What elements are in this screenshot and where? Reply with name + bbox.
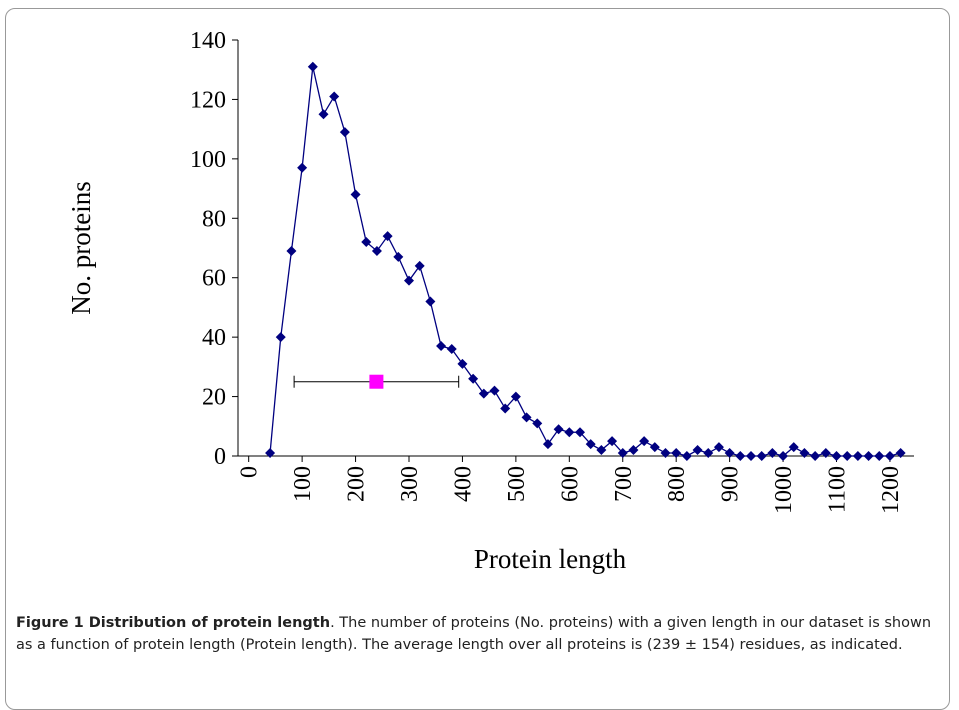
data-point <box>863 451 874 461</box>
x-axis-title: Protein length <box>474 544 627 574</box>
x-tick-label: 1200 <box>878 466 904 514</box>
data-point <box>404 275 414 286</box>
data-point <box>724 448 735 459</box>
y-tick-label: 40 <box>202 325 226 351</box>
data-point <box>329 91 340 102</box>
data-point <box>564 427 575 438</box>
data-point <box>703 448 714 459</box>
caption: Figure 1 Distribution of protein length.… <box>16 612 941 656</box>
caption-text: . The number of proteins (No. proteins) … <box>16 615 932 653</box>
data-point <box>553 424 564 435</box>
data-point <box>382 231 393 242</box>
data-point <box>446 344 457 355</box>
data-point <box>895 448 906 459</box>
x-tick-label: 1000 <box>771 466 797 514</box>
data-point <box>788 442 799 453</box>
data-point <box>393 251 404 262</box>
data-point <box>660 448 671 459</box>
data-point <box>542 439 553 450</box>
data-point <box>371 245 382 256</box>
data-point <box>489 385 500 396</box>
data-point <box>425 296 436 307</box>
x-tick-label: 700 <box>611 466 637 502</box>
data-point <box>510 391 521 402</box>
data-point <box>639 436 650 447</box>
data-point <box>361 237 372 248</box>
y-axis-title: No. proteins <box>66 181 96 314</box>
data-point <box>671 448 682 459</box>
data-point <box>500 403 511 414</box>
data-point <box>339 127 350 138</box>
x-tick-label: 1100 <box>825 466 851 513</box>
data-point <box>350 189 361 200</box>
data-point <box>628 445 639 456</box>
data-point <box>468 373 479 384</box>
x-tick-label: 400 <box>450 466 476 502</box>
data-point <box>275 332 286 343</box>
data-point <box>874 451 885 461</box>
y-tick-label: 20 <box>202 385 226 411</box>
data-point <box>831 451 842 461</box>
x-tick-label: 800 <box>664 466 690 502</box>
x-tick-label: 600 <box>557 466 583 502</box>
x-tick-label: 200 <box>344 466 370 502</box>
data-point <box>307 61 318 72</box>
data-point <box>842 451 853 461</box>
caption-label: Figure 1 Distribution of protein length <box>16 615 331 631</box>
data-point <box>884 451 895 461</box>
mean-marker <box>369 374 384 389</box>
data-point <box>478 388 489 399</box>
data-point <box>852 451 863 461</box>
data-point <box>767 448 778 459</box>
data-point <box>286 245 297 256</box>
x-tick-label: 900 <box>718 466 744 502</box>
data-point <box>532 418 543 429</box>
y-tick-label: 120 <box>190 87 226 113</box>
x-tick-label: 100 <box>290 466 316 502</box>
data-point <box>799 448 810 459</box>
data-point <box>756 451 767 461</box>
chart: Protein length No. proteins 0 20 40 60 80 100… <box>66 28 914 574</box>
data-point <box>649 442 660 453</box>
data-point <box>746 451 756 461</box>
data-point <box>617 448 628 459</box>
data-point <box>265 448 276 459</box>
y-tick-label: 0 <box>214 444 226 470</box>
data-point <box>607 436 618 447</box>
y-tick-label: 80 <box>202 206 226 232</box>
data-point <box>318 109 329 120</box>
y-tick-label: 60 <box>202 266 226 292</box>
data-point <box>692 445 703 456</box>
data-point <box>575 427 585 438</box>
y-tick-label: 140 <box>190 28 226 54</box>
data-point <box>297 162 308 173</box>
data-point <box>414 260 425 271</box>
data-point <box>735 451 746 461</box>
data-point <box>713 442 724 453</box>
data-point <box>810 451 821 461</box>
data-point <box>521 412 532 423</box>
data-point <box>820 448 831 459</box>
x-tick-label: 0 <box>237 466 263 478</box>
y-tick-label: 100 <box>190 147 226 173</box>
data-point <box>596 445 607 456</box>
data-point <box>457 358 468 369</box>
series-line <box>269 66 901 457</box>
x-tick-label: 300 <box>397 466 423 502</box>
data-point <box>681 451 692 461</box>
x-tick-label: 500 <box>504 466 530 502</box>
data-point <box>436 341 447 352</box>
data-point <box>778 451 789 461</box>
data-point <box>585 439 596 450</box>
